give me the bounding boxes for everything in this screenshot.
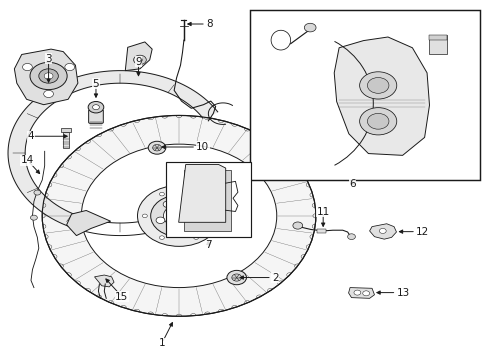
Polygon shape <box>14 49 78 105</box>
Text: 8: 8 <box>206 19 213 29</box>
Circle shape <box>151 195 207 237</box>
Circle shape <box>163 201 172 207</box>
Circle shape <box>347 234 355 239</box>
Circle shape <box>65 63 74 71</box>
Text: 4: 4 <box>27 131 34 141</box>
Circle shape <box>194 236 198 239</box>
Text: 6: 6 <box>349 179 356 189</box>
Circle shape <box>156 217 165 224</box>
Circle shape <box>232 274 242 281</box>
Polygon shape <box>334 37 430 156</box>
Circle shape <box>159 236 164 239</box>
Circle shape <box>93 105 99 110</box>
Circle shape <box>368 113 389 129</box>
Circle shape <box>304 23 316 32</box>
Circle shape <box>81 144 277 288</box>
Circle shape <box>379 228 386 233</box>
Polygon shape <box>179 165 226 222</box>
Bar <box>61 128 71 132</box>
Text: 2: 2 <box>272 273 278 283</box>
Circle shape <box>39 69 58 83</box>
Circle shape <box>34 190 41 195</box>
Circle shape <box>194 192 198 196</box>
Circle shape <box>360 108 397 135</box>
Text: 10: 10 <box>196 142 209 152</box>
Polygon shape <box>95 275 114 287</box>
Circle shape <box>23 63 32 71</box>
Circle shape <box>30 62 67 90</box>
Text: 14: 14 <box>21 155 34 165</box>
Circle shape <box>211 214 216 218</box>
Circle shape <box>164 204 195 227</box>
Text: 1: 1 <box>159 338 165 348</box>
Circle shape <box>174 227 183 233</box>
Circle shape <box>360 72 397 99</box>
Circle shape <box>186 201 195 207</box>
Circle shape <box>227 270 246 285</box>
Circle shape <box>148 141 166 154</box>
Circle shape <box>138 58 143 62</box>
Bar <box>429 35 447 40</box>
Circle shape <box>153 144 161 151</box>
Polygon shape <box>8 71 218 235</box>
Circle shape <box>293 222 303 229</box>
Circle shape <box>193 217 202 224</box>
Text: 9: 9 <box>135 57 142 67</box>
Polygon shape <box>125 42 152 71</box>
Text: 3: 3 <box>45 54 52 64</box>
Circle shape <box>30 215 37 220</box>
Polygon shape <box>348 288 374 298</box>
Circle shape <box>134 55 147 64</box>
Polygon shape <box>67 211 111 235</box>
Circle shape <box>354 290 361 295</box>
Bar <box>166 162 251 237</box>
Circle shape <box>42 116 316 316</box>
Text: 7: 7 <box>205 240 212 250</box>
Circle shape <box>159 192 164 196</box>
Text: 13: 13 <box>396 288 410 298</box>
Text: 11: 11 <box>317 207 330 217</box>
Bar <box>250 10 480 180</box>
Circle shape <box>88 102 104 113</box>
Circle shape <box>143 214 147 218</box>
Text: 12: 12 <box>416 227 429 237</box>
Circle shape <box>363 291 369 296</box>
Bar <box>318 229 326 233</box>
Polygon shape <box>184 170 231 231</box>
Circle shape <box>44 90 53 98</box>
FancyBboxPatch shape <box>89 110 103 123</box>
Text: 15: 15 <box>115 292 128 302</box>
Bar <box>429 35 447 54</box>
Circle shape <box>138 185 220 246</box>
Text: 5: 5 <box>93 79 99 89</box>
Bar <box>63 132 69 148</box>
Circle shape <box>368 77 389 93</box>
Circle shape <box>44 73 53 79</box>
Polygon shape <box>369 224 396 239</box>
